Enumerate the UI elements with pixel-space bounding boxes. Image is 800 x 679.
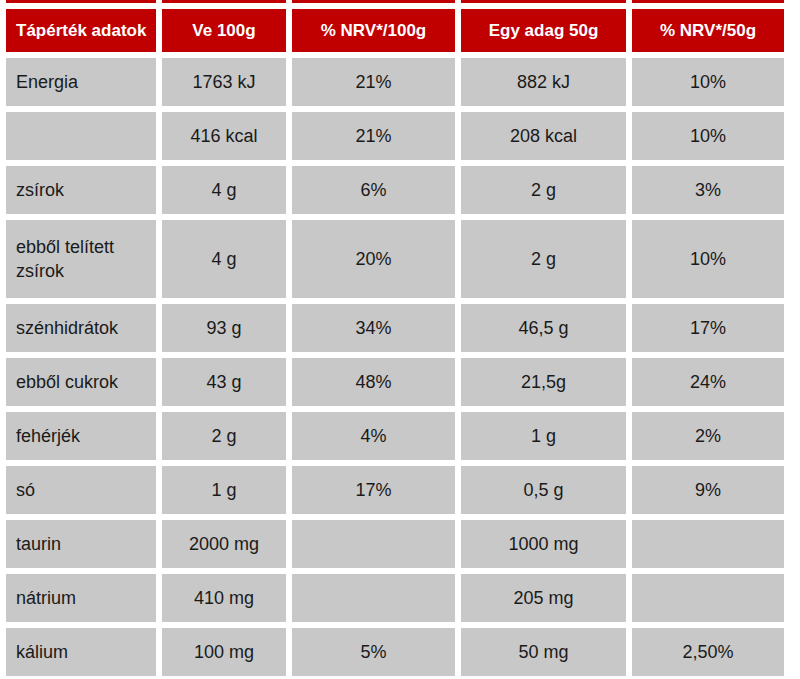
label-cell: só — [6, 466, 156, 514]
value-cell: 882 kJ — [461, 58, 626, 106]
value-cell: 24% — [632, 358, 784, 406]
label-cell: Energia — [6, 58, 156, 106]
label-cell: zsírok — [6, 166, 156, 214]
row-kalium: kálium 100 mg 5% 50 mg 2,50% — [6, 628, 784, 676]
value-cell: 2 g — [162, 412, 286, 460]
value-cell — [632, 574, 784, 622]
value-cell: 4 g — [162, 166, 286, 214]
value-cell: 100 mg — [162, 628, 286, 676]
header-row: Tápérték adatok Ve 100g % NRV*/100g Egy … — [6, 9, 784, 52]
value-cell: 21,5g — [461, 358, 626, 406]
value-cell: 17% — [292, 466, 455, 514]
value-cell: 34% — [292, 304, 455, 352]
value-cell: 17% — [632, 304, 784, 352]
value-cell — [632, 520, 784, 568]
value-cell: 93 g — [162, 304, 286, 352]
label-cell: taurin — [6, 520, 156, 568]
value-cell: 0,5 g — [461, 466, 626, 514]
value-cell: 2,50% — [632, 628, 784, 676]
cropped-top-cell — [461, 0, 626, 3]
value-cell: 2000 mg — [162, 520, 286, 568]
label-cell: szénhidrátok — [6, 304, 156, 352]
row-cukrok: ebből cukrok 43 g 48% 21,5g 24% — [6, 358, 784, 406]
row-szenhidratok: szénhidrátok 93 g 34% 46,5 g 17% — [6, 304, 784, 352]
row-so: só 1 g 17% 0,5 g 9% — [6, 466, 784, 514]
row-feherjek: fehérjék 2 g 4% 1 g 2% — [6, 412, 784, 460]
value-cell: 416 kcal — [162, 112, 286, 160]
cropped-top-cell — [292, 0, 455, 3]
label-cell — [6, 112, 156, 160]
value-cell — [292, 574, 455, 622]
value-cell: 3% — [632, 166, 784, 214]
cropped-top-row — [6, 0, 784, 3]
value-cell: 43 g — [162, 358, 286, 406]
value-cell: 10% — [632, 112, 784, 160]
cropped-top-cell — [6, 0, 156, 3]
value-cell — [292, 520, 455, 568]
row-energia-kj: Energia 1763 kJ 21% 882 kJ 10% — [6, 58, 784, 106]
value-cell: 208 kcal — [461, 112, 626, 160]
label-cell: ebből telített zsírok — [6, 220, 156, 298]
value-cell: 20% — [292, 220, 455, 298]
value-cell: 9% — [632, 466, 784, 514]
value-cell: 6% — [292, 166, 455, 214]
header-nrv-50g: % NRV*/50g — [632, 9, 784, 52]
row-telitett-zsirok: ebből telített zsírok 4 g 20% 2 g 10% — [6, 220, 784, 298]
cropped-top-cell — [632, 0, 784, 3]
header-nrv-100g: % NRV*/100g — [292, 9, 455, 52]
nutrition-table: Tápérték adatok Ve 100g % NRV*/100g Egy … — [0, 0, 790, 679]
value-cell: 21% — [292, 112, 455, 160]
value-cell: 21% — [292, 58, 455, 106]
value-cell: 5% — [292, 628, 455, 676]
value-cell: 2 g — [461, 220, 626, 298]
cropped-top-cell — [162, 0, 286, 3]
value-cell: 205 mg — [461, 574, 626, 622]
label-cell: nátrium — [6, 574, 156, 622]
row-energia-kcal: 416 kcal 21% 208 kcal 10% — [6, 112, 784, 160]
label-cell: kálium — [6, 628, 156, 676]
label-cell: fehérjék — [6, 412, 156, 460]
row-taurin: taurin 2000 mg 1000 mg — [6, 520, 784, 568]
value-cell: 410 mg — [162, 574, 286, 622]
label-cell: ebből cukrok — [6, 358, 156, 406]
value-cell: 4 g — [162, 220, 286, 298]
value-cell: 46,5 g — [461, 304, 626, 352]
value-cell: 10% — [632, 220, 784, 298]
row-natrium: nátrium 410 mg 205 mg — [6, 574, 784, 622]
value-cell: 4% — [292, 412, 455, 460]
row-zsirok: zsírok 4 g 6% 2 g 3% — [6, 166, 784, 214]
value-cell: 1 g — [162, 466, 286, 514]
value-cell: 48% — [292, 358, 455, 406]
value-cell: 1000 mg — [461, 520, 626, 568]
header-nutrient: Tápérték adatok — [6, 9, 156, 52]
value-cell: 2 g — [461, 166, 626, 214]
value-cell: 1763 kJ — [162, 58, 286, 106]
value-cell: 10% — [632, 58, 784, 106]
value-cell: 1 g — [461, 412, 626, 460]
value-cell: 50 mg — [461, 628, 626, 676]
header-per-100g: Ve 100g — [162, 9, 286, 52]
header-per-serving-50g: Egy adag 50g — [461, 9, 626, 52]
value-cell: 2% — [632, 412, 784, 460]
